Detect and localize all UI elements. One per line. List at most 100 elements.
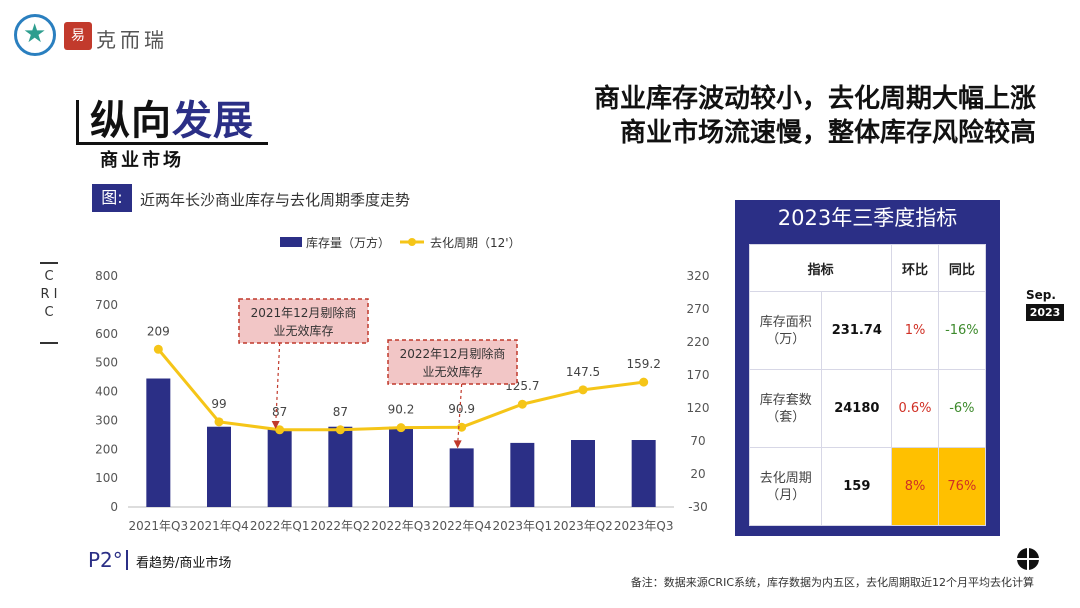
annotation-arrow-line: [457, 383, 463, 445]
side-label-rule-top: [40, 262, 58, 264]
legend-swatch-point: [408, 238, 416, 246]
bar: [267, 429, 292, 507]
line-data-label: 209: [147, 324, 170, 338]
right-axis-tick-label: 20: [690, 467, 705, 481]
crosshair-icon: [1017, 548, 1039, 570]
line-point: [578, 385, 588, 395]
company-seal-logo: ★: [14, 14, 56, 56]
date-year: 2023: [1026, 304, 1064, 321]
row-label: 库存套数 （套）: [748, 369, 823, 448]
title-bracket-vertical: [76, 100, 79, 144]
page-number: P2°: [88, 548, 123, 572]
left-axis-tick-label: 200: [95, 442, 118, 456]
section-title-part2: 发展: [172, 98, 254, 144]
side-label: C R I C: [40, 269, 58, 320]
row-yoy: 76%: [937, 447, 987, 526]
row-value: 231.74: [821, 291, 893, 370]
line-data-label: 90.9: [448, 402, 475, 416]
star-icon: ★: [23, 19, 47, 49]
row-value: 24180: [821, 369, 893, 448]
page-divider: [126, 550, 128, 570]
section-subtitle: 商业市场: [100, 150, 184, 171]
row-label-line1: 去化周期: [759, 470, 812, 486]
annotation-box: [387, 339, 518, 385]
bar: [207, 426, 231, 507]
line-point: [396, 423, 406, 433]
left-axis-tick-label: 100: [95, 471, 118, 485]
row-yoy: -6%: [937, 369, 987, 448]
x-axis-tick-label: 2023年Q3: [614, 519, 674, 533]
bar: [510, 442, 535, 507]
row-label-line2: （套）: [766, 409, 806, 425]
date-month: Sep.: [1026, 288, 1056, 302]
header-mom: 环比: [891, 244, 939, 292]
bar: [449, 448, 474, 507]
right-axis-tick-label: 320: [687, 269, 710, 283]
bar: [631, 440, 656, 507]
annotation-arrow-head: [271, 421, 280, 430]
line-data-label: 87: [333, 405, 348, 419]
left-axis-tick-label: 400: [95, 385, 118, 399]
row-mom: 1%: [891, 291, 939, 370]
annotation-text-line2: 业无效库存: [273, 323, 333, 338]
headline-line2: 商业市场流速慢，整体库存风险较高: [619, 118, 1036, 148]
left-axis-tick-label: 0: [110, 500, 118, 514]
row-label-line2: （万）: [766, 331, 806, 347]
row-mom: 8%: [891, 447, 939, 526]
x-axis-tick-label: 2022年Q3: [371, 519, 431, 533]
line-data-label: 90.2: [388, 403, 415, 417]
right-axis-tick-label: 170: [687, 368, 710, 382]
x-axis-tick-label: 2022年Q4: [432, 519, 492, 533]
legend-swatch-bar: [280, 237, 302, 247]
brand-stamp-logo: 易: [64, 22, 92, 50]
x-axis-tick-label: 2022年Q2: [311, 519, 371, 533]
line-point: [214, 417, 224, 427]
left-axis-tick-label: 300: [95, 413, 118, 427]
brand-name: 克而瑞: [96, 28, 168, 52]
right-axis-tick-label: 220: [687, 335, 710, 349]
annotation-text-line1: 2021年12月剔除商: [251, 305, 357, 320]
table-row: 库存面积 （万） 231.74 1% -16%: [748, 291, 987, 370]
bar: [328, 426, 353, 507]
right-axis-tick-label: -30: [688, 500, 708, 514]
footer-section: 看趋势/商业市场: [136, 556, 232, 571]
indicator-header-row: 指标 环比 同比: [748, 244, 987, 292]
line-point: [153, 344, 163, 354]
line-point: [335, 425, 345, 435]
title-underline: [76, 142, 268, 145]
bar: [571, 440, 595, 507]
header-yoy: 同比: [937, 244, 987, 292]
x-axis-tick-label: 2021年Q3: [129, 519, 189, 533]
row-value: 159: [821, 447, 893, 526]
left-axis-tick-label: 700: [95, 298, 118, 312]
x-axis-tick-label: 2023年Q2: [553, 519, 613, 533]
x-axis-tick-label: 2023年Q1: [493, 519, 553, 533]
line-data-label: 147.5: [566, 365, 600, 379]
table-row: 库存套数 （套） 24180 0.6% -6%: [748, 369, 987, 448]
row-yoy: -16%: [937, 291, 987, 370]
annotation-arrow-head: [453, 440, 462, 449]
line-point: [517, 399, 527, 409]
x-axis-tick-label: 2021年Q4: [189, 519, 249, 533]
header-indicator: 指标: [748, 244, 893, 292]
left-axis-tick-label: 800: [95, 269, 118, 283]
line-point: [275, 425, 285, 435]
right-axis-tick-label: 120: [687, 401, 710, 415]
legend-label-line: 去化周期（12'）: [430, 236, 521, 250]
row-label-line1: 库存面积: [759, 314, 812, 330]
annotation-text-line1: 2022年12月剔除商: [400, 346, 506, 361]
indicator-panel-title: 2023年三季度指标: [777, 206, 958, 230]
line-point: [639, 377, 649, 387]
left-axis-tick-label: 500: [95, 356, 118, 370]
annotation-box: [238, 298, 369, 344]
side-label-rule-bottom: [40, 342, 58, 344]
right-axis-tick-label: 70: [690, 434, 705, 448]
row-label: 去化周期 （月）: [748, 447, 823, 526]
line-point: [457, 422, 467, 432]
bar: [389, 426, 413, 507]
combo-chart: 0 100 200 300 400 500 600 700 800 -30 20 70 120 170 22…: [95, 235, 710, 533]
section-title: 纵向发展: [90, 88, 254, 146]
indicator-table: 指标 环比 同比 库存面积 （万） 231.74 1% -16% 库存套数 （套） …: [748, 244, 987, 526]
section-title-part1: 纵向: [90, 98, 172, 144]
x-axis-tick-label: 2022年Q1: [250, 519, 310, 533]
